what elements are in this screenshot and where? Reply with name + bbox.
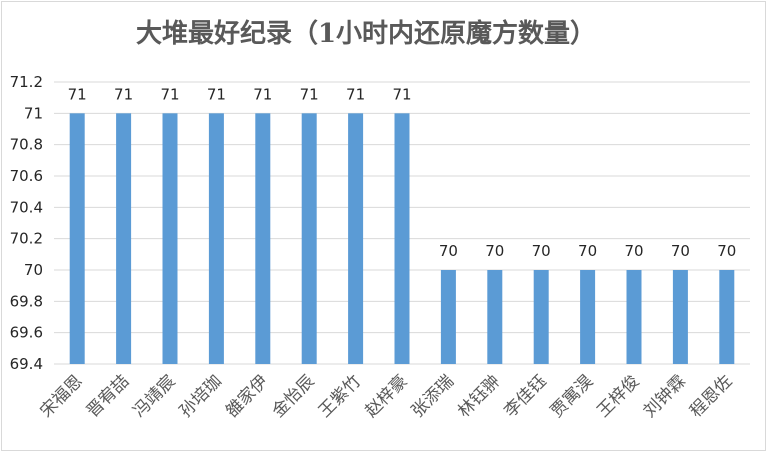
data-label: 70 (485, 242, 504, 260)
data-label: 71 (160, 85, 179, 103)
data-label: 71 (300, 85, 319, 103)
data-label: 71 (346, 85, 365, 103)
y-tick-label: 70.4 (10, 198, 43, 216)
category-label: 雒家伊 (222, 371, 272, 421)
data-labels: 71 71 71 71 71 71 71 71 70 70 70 70 70 70 70 (68, 85, 737, 260)
bar (301, 113, 317, 364)
bar (487, 270, 503, 364)
bar (255, 113, 271, 364)
category-label: 王梓俊 (593, 371, 643, 421)
category-label: 林钰翀 (454, 371, 504, 421)
category-label: 王紫竹 (315, 371, 365, 421)
data-label: 70 (578, 242, 597, 260)
y-tick-label: 69.6 (10, 324, 43, 342)
category-label: 孙培珈 (176, 371, 226, 421)
bar (69, 113, 85, 364)
bar (580, 270, 596, 364)
data-label: 71 (392, 85, 411, 103)
data-label: 71 (207, 85, 226, 103)
data-label: 71 (253, 85, 272, 103)
y-axis-ticks: 69.4 69.6 69.8 70 70.2 70.4 70.6 70.8 71 71.2 (10, 73, 43, 373)
bar (672, 270, 688, 364)
bar (116, 113, 132, 364)
data-label: 70 (532, 242, 551, 260)
category-label: 晋宥喆 (83, 371, 133, 421)
y-tick-label: 69.8 (10, 292, 43, 310)
bar (162, 113, 178, 364)
bar (208, 113, 224, 364)
y-tick-label: 71.2 (10, 73, 43, 91)
bar (440, 270, 456, 364)
bar (719, 270, 735, 364)
y-tick-label: 70.6 (10, 167, 43, 185)
y-tick-label: 70.8 (10, 136, 43, 154)
data-label: 70 (624, 242, 643, 260)
chart-title: 大堆最好纪录（1小时内还原魔方数量） (136, 18, 596, 49)
bar (394, 113, 410, 364)
y-tick-label: 69.4 (10, 355, 43, 373)
category-label: 赵梓豪 (361, 371, 412, 422)
category-label: 宋福恩 (37, 371, 87, 421)
bar (348, 113, 364, 364)
x-axis-labels: 宋福恩晋宥喆冯靖宸孙培珈雒家伊金怡辰王紫竹赵梓豪张添瑞林钰翀李佳钰贾寓淏王梓俊刘… (37, 371, 737, 422)
category-label: 刘钟霖 (640, 371, 690, 421)
category-label: 程恩佐 (686, 371, 736, 421)
y-tick-label: 71 (24, 104, 43, 122)
data-label: 71 (114, 85, 133, 103)
data-label: 70 (671, 242, 690, 260)
category-label: 张添瑞 (408, 371, 458, 421)
bars (69, 113, 735, 364)
data-label: 70 (439, 242, 458, 260)
bar (626, 270, 642, 364)
y-tick-label: 70.2 (10, 230, 43, 248)
category-label: 冯靖宸 (129, 371, 179, 421)
y-tick-label: 70 (24, 261, 43, 279)
category-label: 金怡辰 (269, 371, 319, 421)
data-label: 71 (68, 85, 87, 103)
category-label: 贾寓淏 (547, 371, 597, 421)
category-label: 李佳钰 (501, 371, 551, 421)
data-label: 70 (717, 242, 736, 260)
bar (533, 270, 549, 364)
